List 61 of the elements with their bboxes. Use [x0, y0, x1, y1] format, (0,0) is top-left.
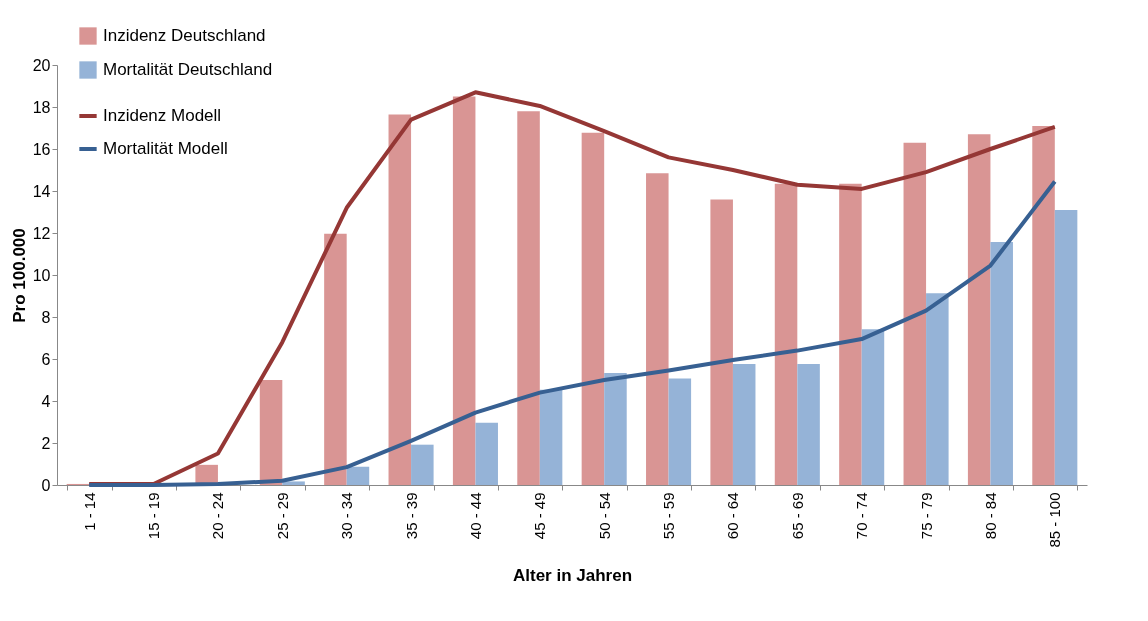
x-tick-label: 30 - 34 [338, 492, 356, 540]
y-tick-label: 16 [32, 140, 51, 158]
x-tick-label: 35 - 39 [402, 492, 420, 540]
x-tick-label: 45 - 49 [531, 492, 549, 540]
bar [967, 134, 991, 485]
x-tick-label: 40 - 44 [466, 492, 484, 540]
bar [259, 380, 283, 485]
bar [346, 466, 370, 485]
y-tick-label: 6 [41, 350, 51, 368]
bar [861, 329, 885, 485]
bar [1032, 125, 1055, 485]
bar [839, 183, 862, 485]
x-tick-label: 50 - 54 [595, 492, 613, 540]
x-tick-label: 60 - 64 [724, 492, 742, 540]
bar [411, 444, 434, 485]
bar [475, 422, 498, 485]
legend-label: Inzidenz Deutschland [103, 26, 266, 45]
x-axis-title: Alter in Jahren [512, 565, 633, 585]
x-tick-label: 75 - 79 [917, 492, 935, 540]
y-axis-title: Pro 100.000 [9, 228, 29, 323]
y-tick-label: 14 [32, 182, 51, 200]
y-tick-label: 4 [41, 392, 51, 410]
y-tick-label: 2 [41, 434, 51, 452]
legend-label: Mortalität Modell [103, 139, 228, 158]
y-tick-label: 20 [32, 56, 51, 74]
y-tick-label: 0 [41, 476, 51, 494]
bar [774, 183, 798, 485]
legend-label: Inzidenz Modell [103, 106, 222, 125]
x-tick-label: 55 - 59 [660, 492, 678, 540]
y-tick-label: 18 [32, 98, 51, 116]
bar [452, 96, 476, 485]
bar [990, 242, 1013, 485]
line-series [87, 179, 1057, 487]
bar [646, 173, 669, 485]
bar [797, 364, 820, 485]
bar [581, 132, 605, 485]
bar [604, 373, 627, 485]
x-tick-label: 80 - 84 [981, 492, 999, 540]
bar [903, 142, 927, 485]
bar [282, 481, 305, 485]
x-tick-label: 85 - 100 [1046, 492, 1064, 548]
x-tick-label: 20 - 24 [209, 492, 227, 540]
bar [926, 293, 949, 485]
x-tick-label: 65 - 69 [788, 492, 806, 540]
x-tick-label: 25 - 29 [273, 492, 291, 540]
legend-label: Mortalität Deutschland [103, 60, 273, 79]
x-tick-label: 70 - 74 [853, 492, 871, 540]
bar [1054, 209, 1078, 485]
y-tick-label: 12 [32, 224, 51, 242]
x-tick-label: 15 - 19 [145, 492, 163, 540]
bar [324, 233, 347, 485]
bar [668, 378, 692, 485]
bar [539, 389, 563, 485]
x-tick-label: 1 - 14 [80, 492, 98, 531]
y-tick-label: 10 [32, 266, 51, 284]
bar [732, 364, 756, 485]
y-tick-label: 8 [41, 308, 51, 326]
line-series [87, 90, 1057, 486]
bar [710, 199, 733, 485]
bar [517, 111, 540, 485]
bar [388, 114, 412, 485]
